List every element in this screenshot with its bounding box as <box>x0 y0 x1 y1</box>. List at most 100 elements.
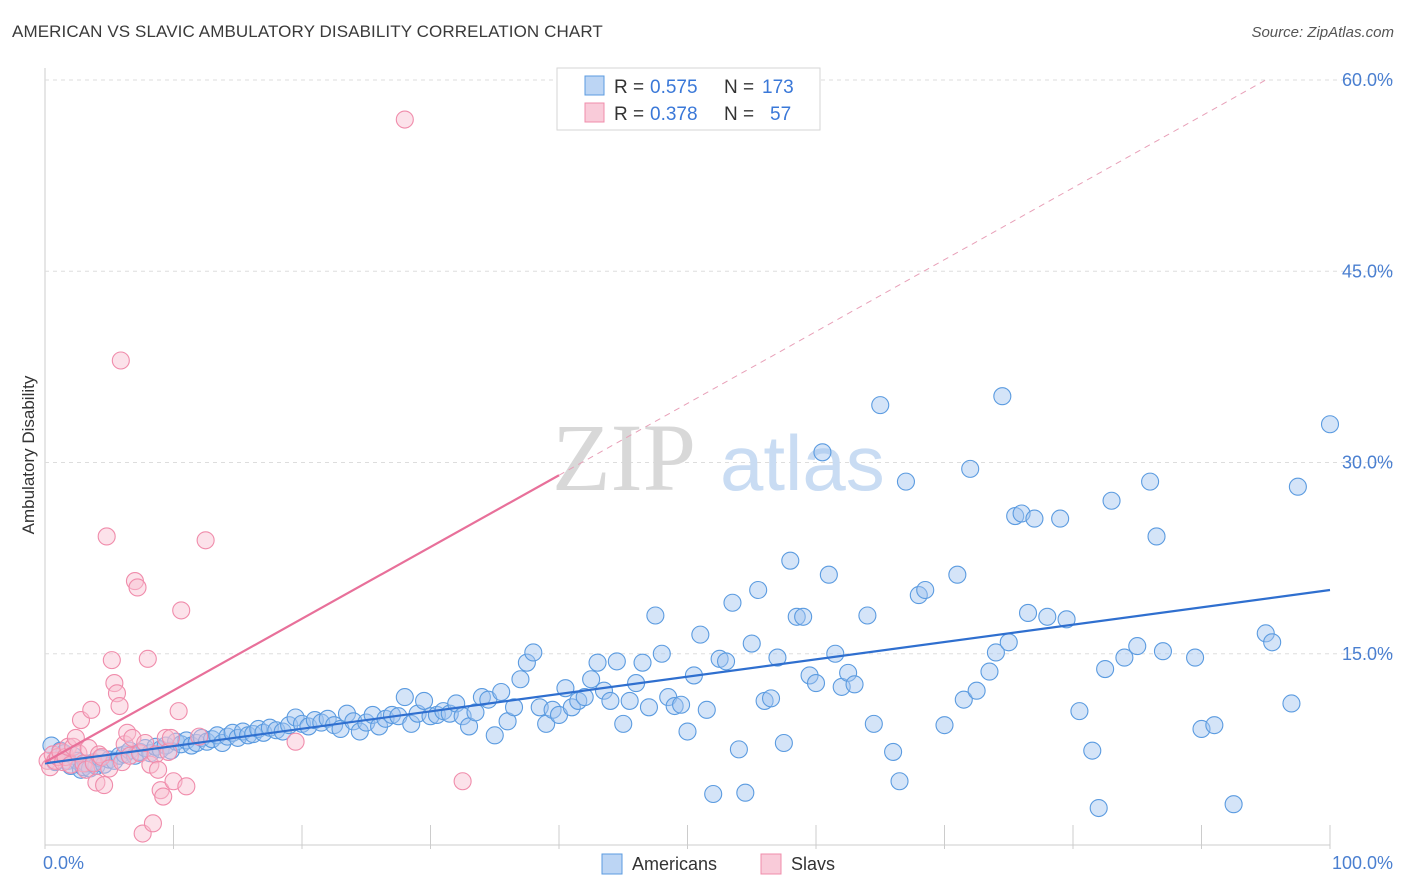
american-point-86 <box>504 698 524 717</box>
y-axis-title: Ambulatory Disability <box>19 375 38 534</box>
slav-point-42 <box>143 814 162 833</box>
american-point-170 <box>1128 637 1147 656</box>
american-point-171 <box>1141 472 1160 491</box>
american-point-162 <box>1051 509 1070 528</box>
series-legend: Americans Slavs <box>601 853 835 875</box>
american-point-127 <box>768 648 787 667</box>
american-point-95 <box>562 698 581 717</box>
american-point-142 <box>871 396 890 415</box>
american-point-167 <box>1096 659 1115 679</box>
american-point-84 <box>492 682 511 702</box>
american-point-113 <box>678 722 697 741</box>
slav-point-28 <box>110 696 129 716</box>
slav-point-58 <box>453 772 472 791</box>
american-point-108 <box>646 606 665 625</box>
bottom-legend-label-slavs: Slavs <box>791 854 835 874</box>
american-point-180 <box>1282 694 1301 713</box>
american-point-140 <box>858 606 877 625</box>
american-point-88 <box>517 653 536 672</box>
slav-point-55 <box>196 531 215 550</box>
american-point-106 <box>633 653 652 672</box>
slav-point-56 <box>286 732 305 751</box>
american-point-87 <box>511 670 530 689</box>
american-point-176 <box>1205 716 1224 735</box>
american-point-147 <box>916 580 935 600</box>
legend-n-label-americans: N = <box>724 77 754 98</box>
american-point-141 <box>864 714 883 733</box>
american-point-120 <box>723 593 742 612</box>
american-point-126 <box>761 689 781 708</box>
legend-swatch-slavs <box>584 102 605 123</box>
chart-title: AMERICAN VS SLAVIC AMBULATORY DISABILITY… <box>12 22 603 41</box>
american-point-166 <box>1089 798 1108 818</box>
legend-n-label-slavs: N = <box>724 104 754 125</box>
american-point-135 <box>819 565 838 584</box>
american-point-128 <box>774 733 793 753</box>
american-point-119 <box>716 652 736 671</box>
tick-labels: 15.0% 30.0% 45.0% 60.0% 0.0% 100.0% <box>43 70 1393 873</box>
american-point-168 <box>1102 491 1121 510</box>
legend-n-value-slavs: 57 <box>770 104 791 125</box>
american-point-122 <box>736 783 755 802</box>
american-point-161 <box>1038 607 1057 626</box>
american-point-112 <box>672 695 691 714</box>
x-tick-label-1: 100.0% <box>1332 853 1393 873</box>
slav-point-23 <box>97 527 116 546</box>
slav-point-29 <box>111 351 130 370</box>
american-point-178 <box>1256 624 1275 643</box>
american-point-101 <box>601 691 620 710</box>
american-point-182 <box>1320 415 1340 434</box>
chart-source: Source: ZipAtlas.com <box>1251 24 1394 41</box>
slav-point-40 <box>138 649 157 668</box>
american-point-72 <box>415 691 434 710</box>
slav-point-26 <box>105 674 124 693</box>
legend-r-label-americans: R = <box>614 77 644 98</box>
american-point-132 <box>800 666 819 685</box>
american-point-115 <box>691 625 710 644</box>
legend-r-value-americans: 0.575 <box>650 77 698 98</box>
american-point-164 <box>1070 702 1089 721</box>
y-tick-label-1: 30.0% <box>1342 453 1393 473</box>
slavs-trend-extension <box>558 79 1266 476</box>
y-tick-label-0: 15.0% <box>1342 644 1393 664</box>
y-tick-label-2: 45.0% <box>1342 261 1393 281</box>
american-point-111 <box>665 696 684 716</box>
american-point-136 <box>826 644 845 663</box>
american-point-181 <box>1288 477 1307 496</box>
slav-point-46 <box>154 787 173 806</box>
american-point-89 <box>524 643 543 662</box>
american-point-160 <box>1025 509 1044 528</box>
american-point-99 <box>588 653 607 672</box>
slav-point-53 <box>177 777 196 796</box>
watermark: ZIP atlas <box>552 404 885 511</box>
trend-lines <box>44 79 1331 765</box>
american-point-130 <box>787 607 806 626</box>
slav-point-52 <box>172 601 191 620</box>
bottom-legend-swatch-americans <box>601 853 623 875</box>
slav-point-57 <box>395 110 414 129</box>
american-point-156 <box>999 633 1018 652</box>
slav-point-25 <box>102 651 121 670</box>
american-point-107 <box>639 698 659 717</box>
american-point-121 <box>729 740 748 759</box>
bottom-legend-swatch-slavs <box>760 853 782 875</box>
american-point-104 <box>620 691 639 710</box>
american-point-150 <box>954 690 973 709</box>
american-point-102 <box>607 652 626 671</box>
grid <box>44 68 1395 849</box>
american-point-62 <box>350 722 369 741</box>
american-point-129 <box>781 551 800 570</box>
slav-point-22 <box>95 776 114 795</box>
legend-r-label-slavs: R = <box>614 104 644 125</box>
slav-point-39 <box>136 733 155 753</box>
legend-n-value-americans: 173 <box>762 77 794 98</box>
american-point-177 <box>1224 795 1243 814</box>
american-point-144 <box>890 772 909 791</box>
american-point-145 <box>896 472 916 491</box>
american-point-103 <box>614 714 633 733</box>
american-point-149 <box>948 565 967 584</box>
slav-point-51 <box>169 702 188 721</box>
american-point-109 <box>652 644 671 663</box>
slav-point-32 <box>118 723 137 742</box>
american-point-165 <box>1083 741 1102 760</box>
